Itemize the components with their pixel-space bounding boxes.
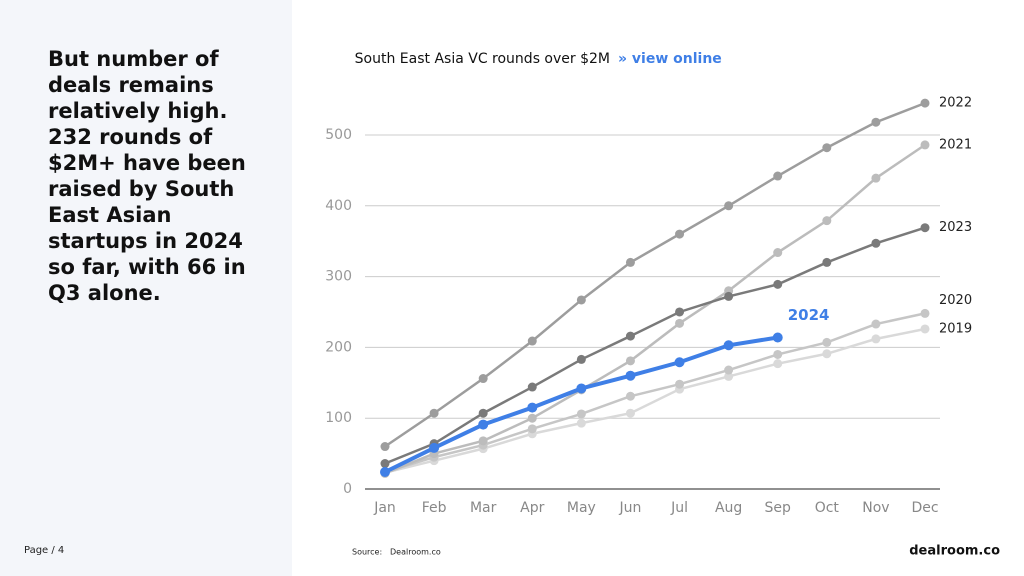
data-point [576, 418, 586, 428]
data-point [920, 223, 930, 233]
data-point [625, 391, 635, 401]
data-point [527, 336, 537, 346]
data-point [871, 334, 881, 344]
data-point [822, 337, 832, 347]
series-line [384, 312, 926, 474]
data-point [724, 201, 734, 211]
data-point [920, 324, 930, 334]
data-point [576, 354, 586, 364]
data-point [871, 238, 881, 248]
data-point [527, 402, 538, 413]
series-line [384, 226, 926, 465]
data-point [429, 442, 440, 453]
page-number: Page / 4 [24, 545, 65, 556]
data-point [625, 257, 635, 267]
logo: dealroom.co [909, 544, 1000, 559]
data-point [773, 171, 783, 181]
data-point [920, 140, 930, 150]
source: Dealroom.co [390, 548, 441, 557]
chart-title: South East Asia VC rounds over $2M [355, 51, 610, 67]
data-point [724, 365, 734, 375]
data-point [723, 340, 734, 351]
data-point [478, 374, 488, 384]
x-tick-label: Aug [715, 500, 742, 516]
series-line [384, 143, 926, 475]
data-point [625, 370, 636, 381]
x-tick-label: Jul [670, 500, 688, 516]
data-point [920, 308, 930, 318]
y-tick-label: 400 [325, 198, 352, 214]
data-point [675, 229, 685, 239]
x-tick-label: Sep [765, 500, 792, 516]
side-panel [0, 0, 292, 576]
y-tick-label: 100 [325, 410, 352, 426]
data-point [576, 295, 586, 305]
series-label: 2021 [939, 137, 972, 152]
data-point [576, 409, 586, 419]
x-tick-label: May [567, 500, 596, 516]
data-point [527, 424, 537, 434]
data-point [625, 408, 635, 418]
data-point [822, 216, 832, 226]
series-label: 2023 [939, 220, 972, 235]
data-point [871, 319, 881, 329]
data-point [773, 279, 783, 289]
data-point [772, 332, 783, 343]
source-label: Source: [352, 548, 382, 557]
data-point [920, 98, 930, 108]
x-tick-label: Jan [373, 500, 396, 516]
data-point [724, 291, 734, 301]
series-label: 2024 [788, 306, 830, 324]
data-point [380, 459, 390, 469]
series-label: 2019 [939, 321, 972, 336]
data-point [675, 379, 685, 389]
y-tick-label: 200 [325, 339, 352, 355]
x-tick-label: Oct [815, 500, 840, 516]
data-point [724, 371, 734, 381]
data-point [478, 436, 488, 446]
y-tick-label: 500 [325, 127, 352, 143]
series-line [384, 101, 926, 448]
data-point [576, 383, 587, 394]
data-point [822, 143, 832, 153]
x-tick-label: Apr [520, 500, 544, 516]
data-point [674, 357, 685, 368]
data-point [675, 318, 685, 328]
data-point [625, 356, 635, 366]
data-point [773, 248, 783, 258]
data-point [675, 307, 685, 317]
data-point [625, 331, 635, 341]
data-point [380, 467, 390, 478]
data-point [773, 359, 783, 369]
data-point [527, 382, 537, 392]
series-label: 2022 [939, 96, 972, 111]
series-line [384, 327, 926, 474]
view-online-link[interactable]: » view online [618, 51, 722, 67]
data-point [527, 413, 537, 423]
x-tick-label: Nov [862, 500, 889, 516]
data-point [429, 408, 439, 418]
data-point [822, 349, 832, 359]
y-tick-label: 300 [325, 269, 352, 285]
data-point [822, 257, 832, 267]
data-point [773, 349, 783, 359]
x-tick-label: Dec [911, 500, 938, 516]
data-point [478, 419, 489, 430]
data-point [871, 173, 881, 183]
x-tick-label: Feb [422, 500, 447, 516]
x-tick-label: Mar [470, 500, 497, 516]
x-tick-label: Jun [619, 500, 642, 516]
data-point [380, 442, 390, 452]
heading: But number of deals remains relatively h… [48, 47, 246, 305]
series-label: 2020 [939, 293, 972, 308]
y-tick-label: 0 [343, 481, 352, 497]
data-point [871, 117, 881, 127]
data-point [478, 408, 488, 418]
